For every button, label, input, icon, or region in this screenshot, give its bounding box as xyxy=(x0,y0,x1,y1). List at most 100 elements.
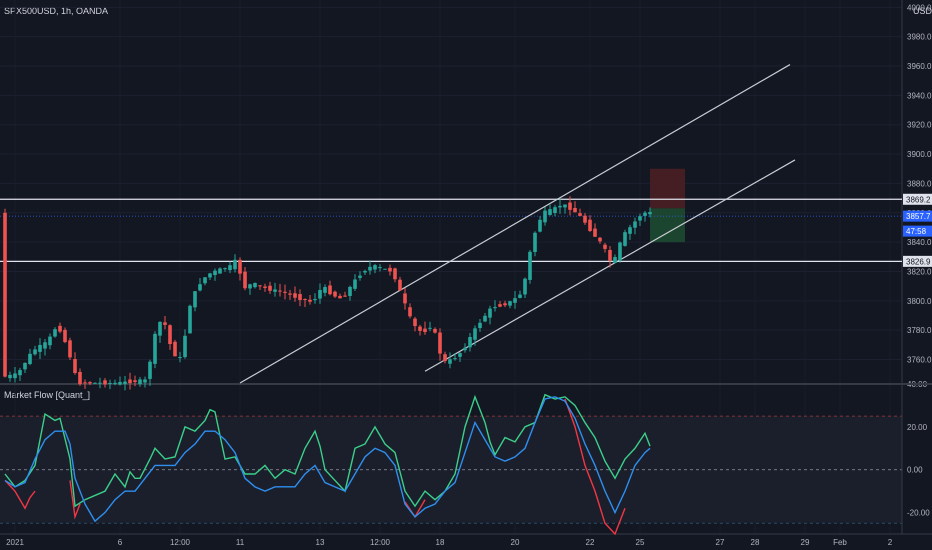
candle xyxy=(398,276,402,291)
candle xyxy=(298,289,302,307)
candle-body xyxy=(643,212,647,216)
candle xyxy=(43,339,47,356)
candle-body xyxy=(573,207,577,213)
candle xyxy=(383,268,387,270)
candle xyxy=(633,217,637,235)
candle xyxy=(638,213,642,227)
indicator-title[interactable]: Market Flow [Quant_] xyxy=(4,390,91,400)
candle-body xyxy=(533,232,537,252)
candle-body xyxy=(488,308,492,318)
price-axis-label xyxy=(903,225,932,237)
price-axis-label xyxy=(903,193,932,205)
candle xyxy=(248,283,252,295)
candle-body xyxy=(243,271,247,289)
candle-body xyxy=(448,359,452,364)
candle-body xyxy=(63,329,67,343)
candle-body xyxy=(598,237,602,242)
candle xyxy=(128,372,132,390)
x-tick-label: 28 xyxy=(751,538,760,547)
candle-body xyxy=(433,328,437,333)
price-axis-label xyxy=(903,210,932,222)
y-tick-label: 3800.0 xyxy=(907,297,932,306)
candle-body xyxy=(93,382,97,384)
candle-body xyxy=(303,298,307,300)
price-axis-label-text: 3857.7 xyxy=(906,212,931,221)
candle-body xyxy=(108,382,112,384)
candle xyxy=(78,368,82,386)
candle xyxy=(118,376,122,386)
candle xyxy=(498,300,502,308)
candle xyxy=(293,286,297,302)
candle-body xyxy=(328,285,332,295)
candle-body xyxy=(193,291,197,308)
x-tick-label: 11 xyxy=(236,538,245,547)
candle xyxy=(463,343,467,353)
candle-body xyxy=(498,304,502,307)
candle-body xyxy=(608,250,612,261)
candle xyxy=(318,283,322,304)
x-tick-label: 2021 xyxy=(6,538,24,547)
candle xyxy=(148,359,152,386)
candle-body xyxy=(33,349,37,355)
candle xyxy=(313,293,317,304)
candle-body xyxy=(118,381,122,385)
candle xyxy=(388,264,392,276)
candle xyxy=(58,322,62,334)
candle xyxy=(178,351,182,363)
market-flow-line-blue xyxy=(4,396,651,523)
candle-body xyxy=(428,327,432,329)
candle xyxy=(358,271,362,281)
candle xyxy=(493,300,497,312)
candle-body xyxy=(503,303,507,306)
candle xyxy=(363,269,367,275)
candle-body xyxy=(13,373,17,379)
candle xyxy=(168,324,172,350)
candle xyxy=(598,236,602,244)
candle-body xyxy=(308,299,312,302)
candle xyxy=(28,348,32,366)
candle xyxy=(338,293,342,299)
candle xyxy=(213,268,217,281)
candle xyxy=(513,291,517,309)
candle-body xyxy=(578,213,582,216)
candle-body xyxy=(623,232,627,246)
candle-body xyxy=(558,205,562,208)
candle-body xyxy=(138,379,142,385)
candle xyxy=(643,210,647,222)
candle-body xyxy=(43,342,47,349)
channel-line xyxy=(239,64,791,384)
y-tick-label: 3900.0 xyxy=(907,150,932,159)
candle xyxy=(578,208,582,217)
candle xyxy=(618,241,622,263)
candle-body xyxy=(83,382,87,384)
candle-body xyxy=(293,293,297,298)
candle xyxy=(153,331,157,369)
candle-body xyxy=(228,265,232,271)
candle xyxy=(518,290,522,299)
candle xyxy=(448,352,452,369)
candle xyxy=(163,315,167,330)
candle xyxy=(193,291,197,312)
candle xyxy=(538,216,542,233)
candle-body xyxy=(423,328,427,333)
candle xyxy=(83,379,87,389)
candle-body xyxy=(133,380,137,383)
candle xyxy=(583,212,587,225)
candle xyxy=(308,294,312,305)
candle xyxy=(233,254,237,273)
candle-body xyxy=(208,273,212,278)
candle-body xyxy=(148,361,152,379)
candle-body xyxy=(353,279,357,289)
candle xyxy=(648,207,652,218)
candle xyxy=(98,377,102,389)
candle-body xyxy=(233,259,237,270)
candle-body xyxy=(338,295,342,299)
price-axis-label-text: 47:58 xyxy=(906,227,927,236)
candle-body xyxy=(478,322,482,329)
osc-y-tick-label: -20.00 xyxy=(907,509,930,518)
candle-body xyxy=(188,305,192,334)
x-tick-label: 25 xyxy=(636,538,645,547)
candle-body xyxy=(483,315,487,322)
candle-body xyxy=(513,298,517,303)
